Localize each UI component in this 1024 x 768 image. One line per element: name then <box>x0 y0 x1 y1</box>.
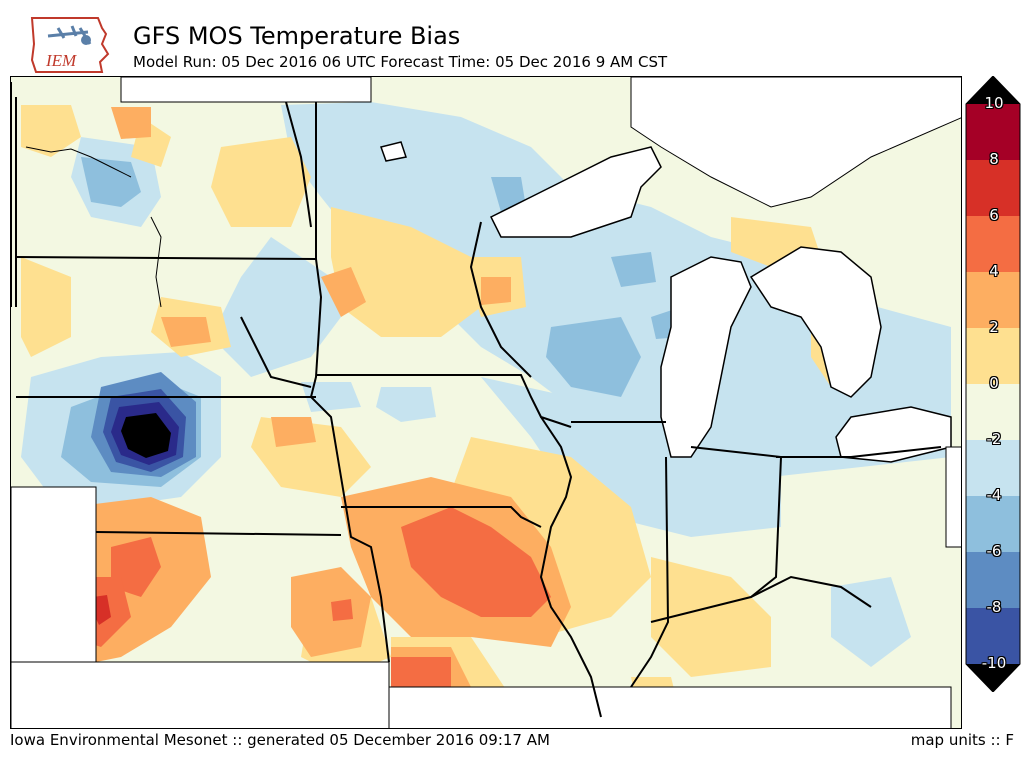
no-data-area <box>11 77 961 728</box>
colorbar-band <box>966 328 1020 384</box>
colorbar-tick-label: -2 <box>986 430 1002 448</box>
colorbar-over-arrow <box>966 76 1020 104</box>
colorbar-band <box>966 104 1020 160</box>
colorbar-band <box>966 552 1020 608</box>
page-title: GFS MOS Temperature Bias <box>133 22 461 50</box>
footer-credit: Iowa Environmental Mesonet :: generated … <box>10 731 550 749</box>
bias-band-6-8 <box>93 595 111 625</box>
colorbar-band <box>966 496 1020 552</box>
colorbar-band <box>966 216 1020 272</box>
map-units: map units :: F <box>910 731 1014 749</box>
svg-text:IEM: IEM <box>45 51 77 70</box>
river-lines <box>25 146 162 308</box>
colorbar-band <box>966 160 1020 216</box>
colorbar-tick-label: 2 <box>989 318 999 336</box>
colorbar-tick-label: -8 <box>986 598 1002 616</box>
colorbar-tick-label: 4 <box>989 262 999 280</box>
colorbar-tick-label: -4 <box>986 486 1002 504</box>
bias-band-4-6 <box>71 507 551 687</box>
iem-logo: IEM <box>28 14 120 76</box>
bias-map <box>10 76 962 729</box>
colorbar-under-arrow <box>966 664 1020 692</box>
colorbar-band <box>966 608 1020 664</box>
page-subtitle: Model Run: 05 Dec 2016 06 UTC Forecast T… <box>133 53 668 71</box>
colorbar-tick-label: 10 <box>984 94 1004 112</box>
colorbar <box>962 75 1024 693</box>
colorbar-tick-label: -10 <box>981 654 1007 672</box>
colorbar-band <box>966 272 1020 328</box>
colorbar-band <box>966 384 1020 440</box>
colorbar-tick-label: 8 <box>989 150 999 168</box>
colorbar-tick-label: -6 <box>986 542 1002 560</box>
colorbar-band <box>966 440 1020 496</box>
colorbar-tick-label: 6 <box>989 206 999 224</box>
great-lakes <box>380 141 952 463</box>
bias-band-below-neg10 <box>121 413 171 458</box>
colorbar-tick-label: 0 <box>989 374 999 392</box>
state-boundaries <box>11 82 942 718</box>
